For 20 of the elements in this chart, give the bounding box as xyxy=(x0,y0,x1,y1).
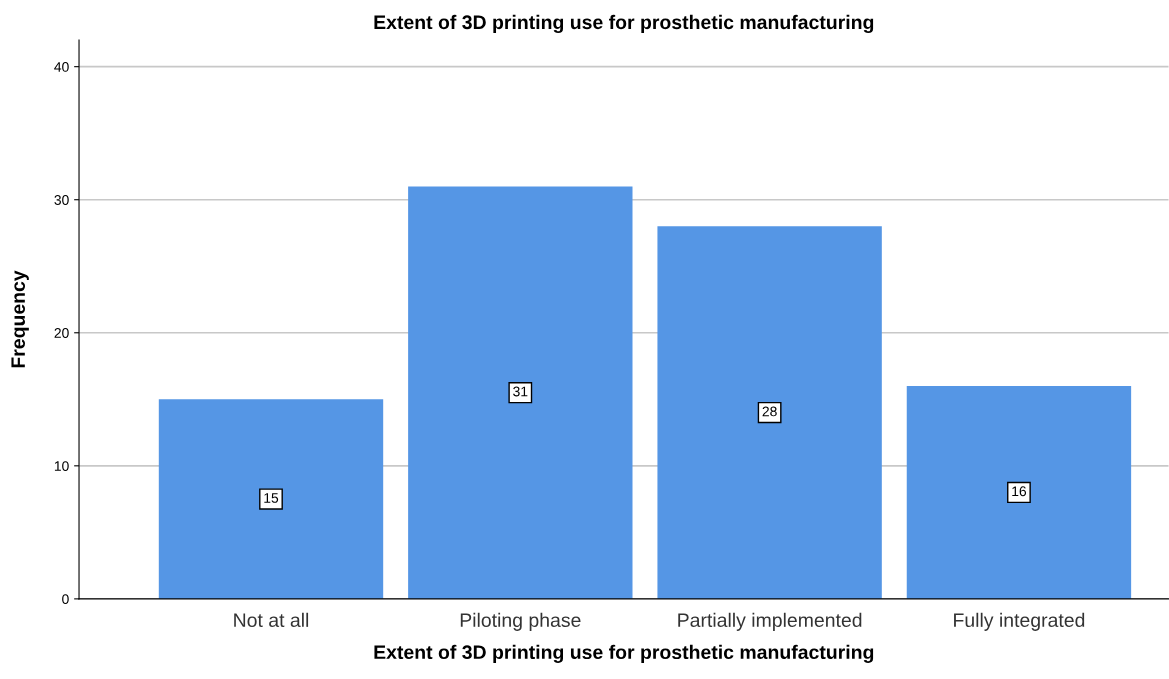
data-label: 16 xyxy=(1012,486,1027,497)
bar xyxy=(657,226,882,599)
bar xyxy=(408,186,633,599)
data-label: 15 xyxy=(264,493,279,503)
y-tick-label: 0 xyxy=(62,594,69,605)
x-tick-label: Fully integrated xyxy=(954,612,1085,631)
bar xyxy=(906,386,1132,599)
x-tick-label: Not at all xyxy=(234,612,309,628)
data-label: 31 xyxy=(513,386,528,397)
bar xyxy=(158,399,384,599)
x-tick-label: Partially implemented xyxy=(678,612,862,631)
x-tick-label: Piloting phase xyxy=(460,612,581,631)
y-tick-label: 20 xyxy=(54,328,69,338)
data-label: 28 xyxy=(762,406,777,417)
y-tick-label: 10 xyxy=(54,461,69,471)
x-axis-title: Extent of 3D printing use for prosthetic manufacturing xyxy=(374,644,874,663)
chart-title: Extent of 3D printing use for prosthetic manufacturing xyxy=(374,14,874,34)
y-tick-label: 30 xyxy=(54,195,69,205)
y-axis-title: Frequency xyxy=(11,270,29,368)
y-tick-label: 40 xyxy=(54,62,69,72)
